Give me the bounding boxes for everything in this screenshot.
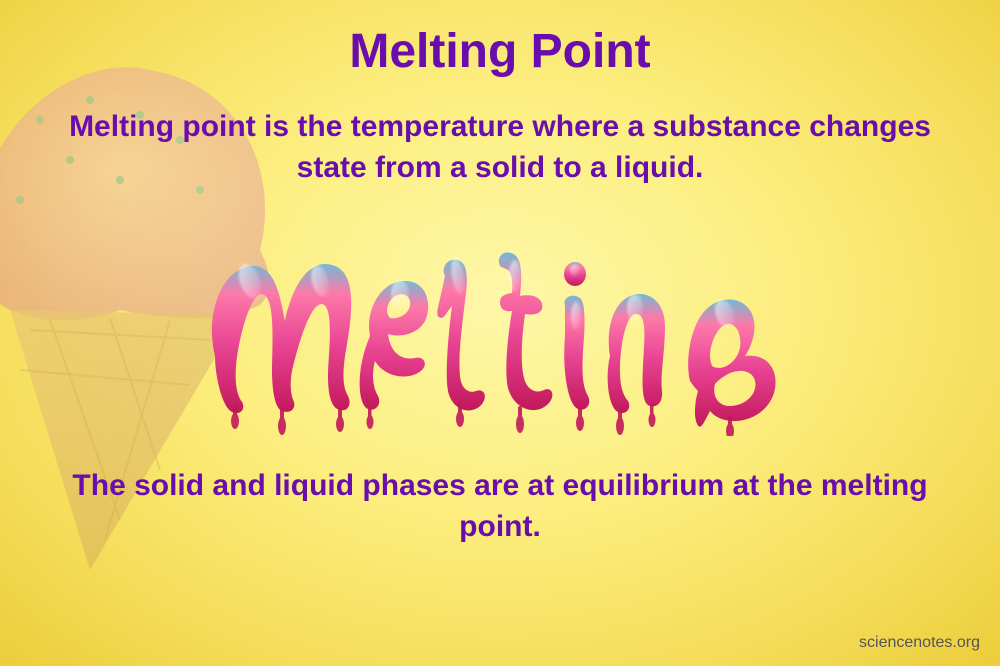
description-bottom: The solid and liquid phases are at equil…: [60, 466, 940, 547]
content-container: Melting Point Melting point is the tempe…: [0, 0, 1000, 666]
page-title: Melting Point: [349, 24, 650, 79]
description-top: Melting point is the temperature where a…: [60, 107, 940, 188]
melting-word-art: [200, 226, 800, 436]
